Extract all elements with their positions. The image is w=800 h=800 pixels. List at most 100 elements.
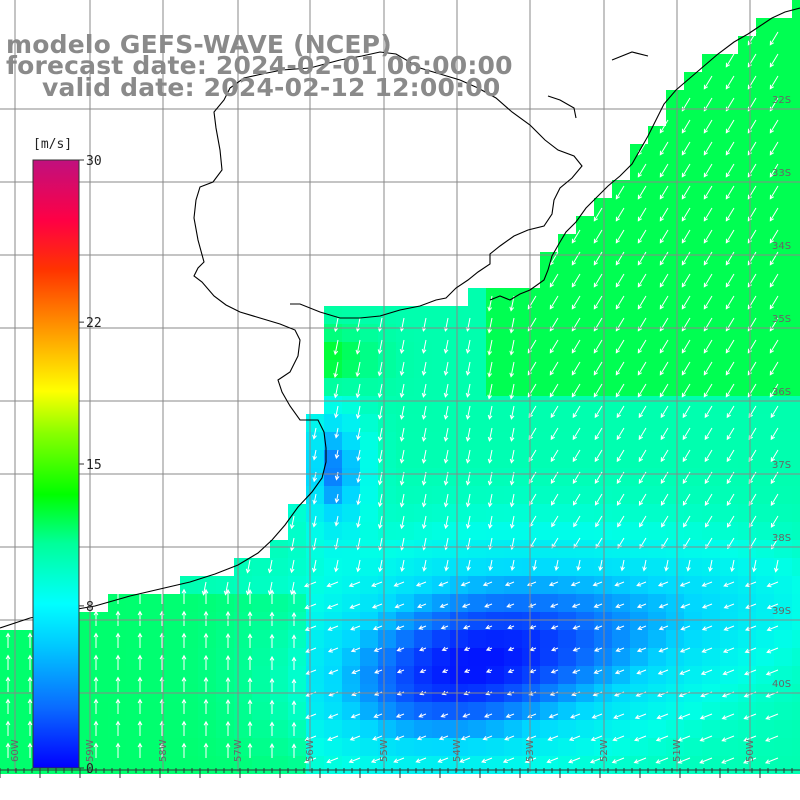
wind-speed-cell [558,306,576,324]
wind-speed-cell [774,54,792,72]
wind-arrow [701,603,713,609]
wind-speed-cell [414,414,432,432]
wind-speed-cell [324,324,342,342]
title-valid-date: valid date: 2024-02-12 12:00:00 [42,73,501,102]
wind-speed-cell [666,720,684,738]
wind-speed-cell [378,738,396,756]
wind-arrow [655,735,669,742]
wind-arrow [572,669,581,674]
wind-speed-cell [630,324,648,342]
wind-speed-cell [504,306,522,324]
wind-speed-cell [504,522,522,540]
wind-speed-cell [486,720,504,738]
wind-speed-cell [108,738,126,756]
wind-speed-cell [756,432,774,450]
wind-speed-cell [270,720,288,738]
wind-speed-cell [738,342,756,360]
wind-arrow [377,361,383,377]
wind-arrow [377,405,383,420]
wind-arrow [637,295,647,310]
wind-speed-cell [792,90,800,108]
wind-speed-cell [468,648,486,666]
wind-arrow [551,537,559,549]
wind-speed-cell [756,90,774,108]
wind-arrow [664,559,669,572]
wind-speed-cell [648,648,666,666]
wind-arrow [437,757,449,763]
wind-speed-cell [522,720,540,738]
wind-speed-cell [666,648,684,666]
wind-speed-cell [576,720,594,738]
wind-speed-cell [792,342,800,360]
wind-speed-cell [684,414,702,432]
wind-speed-cell [612,648,630,666]
wind-arrow [485,624,493,630]
wind-speed-cell [522,378,540,396]
wind-speed-cell [684,522,702,540]
wind-speed-cell [90,720,108,738]
wind-speed-cell [450,612,468,630]
wind-speed-cell [666,540,684,558]
wind-speed-cell [468,576,486,594]
wind-arrow [419,668,427,674]
wind-speed-cell [792,738,800,756]
wind-arrow [659,361,669,376]
wind-speed-cell [396,594,414,612]
wind-speed-cell [648,396,666,414]
wind-arrow [571,361,581,376]
wind-speed-cell [792,144,800,162]
wind-speed-cell [648,306,666,324]
wind-arrow [247,611,253,626]
wind-speed-cell [702,108,720,126]
wind-speed-cell [666,324,684,342]
wind-speed-cell [522,702,540,720]
wind-arrow [5,632,11,648]
wind-arrow [484,713,493,718]
wind-speed-cell [522,432,540,450]
wind-speed-cell [630,648,648,666]
wind-speed-cell [792,18,800,36]
wind-speed-cell [702,612,720,630]
wind-arrow [550,493,559,506]
wind-speed-cell [612,738,630,756]
wind-speed-cell [684,216,702,234]
wind-speed-cell [324,468,342,486]
wind-speed-cell [702,468,720,486]
wind-speed-cell [324,306,342,324]
wind-arrow [247,589,253,604]
wind-arrow [421,515,427,530]
longitude-label: 52W [599,739,610,762]
wind-arrow [572,647,581,652]
wind-arrow [572,493,581,506]
wind-speed-cell [648,486,666,504]
wind-speed-cell [414,576,432,594]
wind-arrow [745,603,757,609]
wind-speed-cell [504,720,522,738]
wind-speed-cell [540,270,558,288]
wind-arrow [704,405,713,419]
wind-speed-cell [216,738,234,756]
wind-speed-cell [666,342,684,360]
wind-arrow [509,449,515,464]
longitude-label: 59W [85,739,96,762]
wind-speed-cell [234,702,252,720]
wind-speed-cell [324,702,342,720]
wind-speed-cell [630,558,648,576]
wind-arrow [203,588,209,604]
wind-speed-cell [378,576,396,594]
wind-speed-cell [792,180,800,198]
wind-arrow [350,713,361,719]
wind-arrow [326,581,339,588]
wind-speed-cell [342,504,360,522]
wind-speed-cell [720,666,738,684]
wind-speed-cell [522,630,540,648]
wind-speed-cell [666,216,684,234]
wind-arrow [247,699,253,714]
wind-arrow [378,559,383,573]
wind-speed-cell [576,288,594,306]
wind-arrow [769,207,779,222]
wind-speed-cell [252,612,270,630]
wind-speed-cell [558,540,576,558]
wind-speed-cell [396,360,414,378]
wind-arrow [571,273,581,288]
